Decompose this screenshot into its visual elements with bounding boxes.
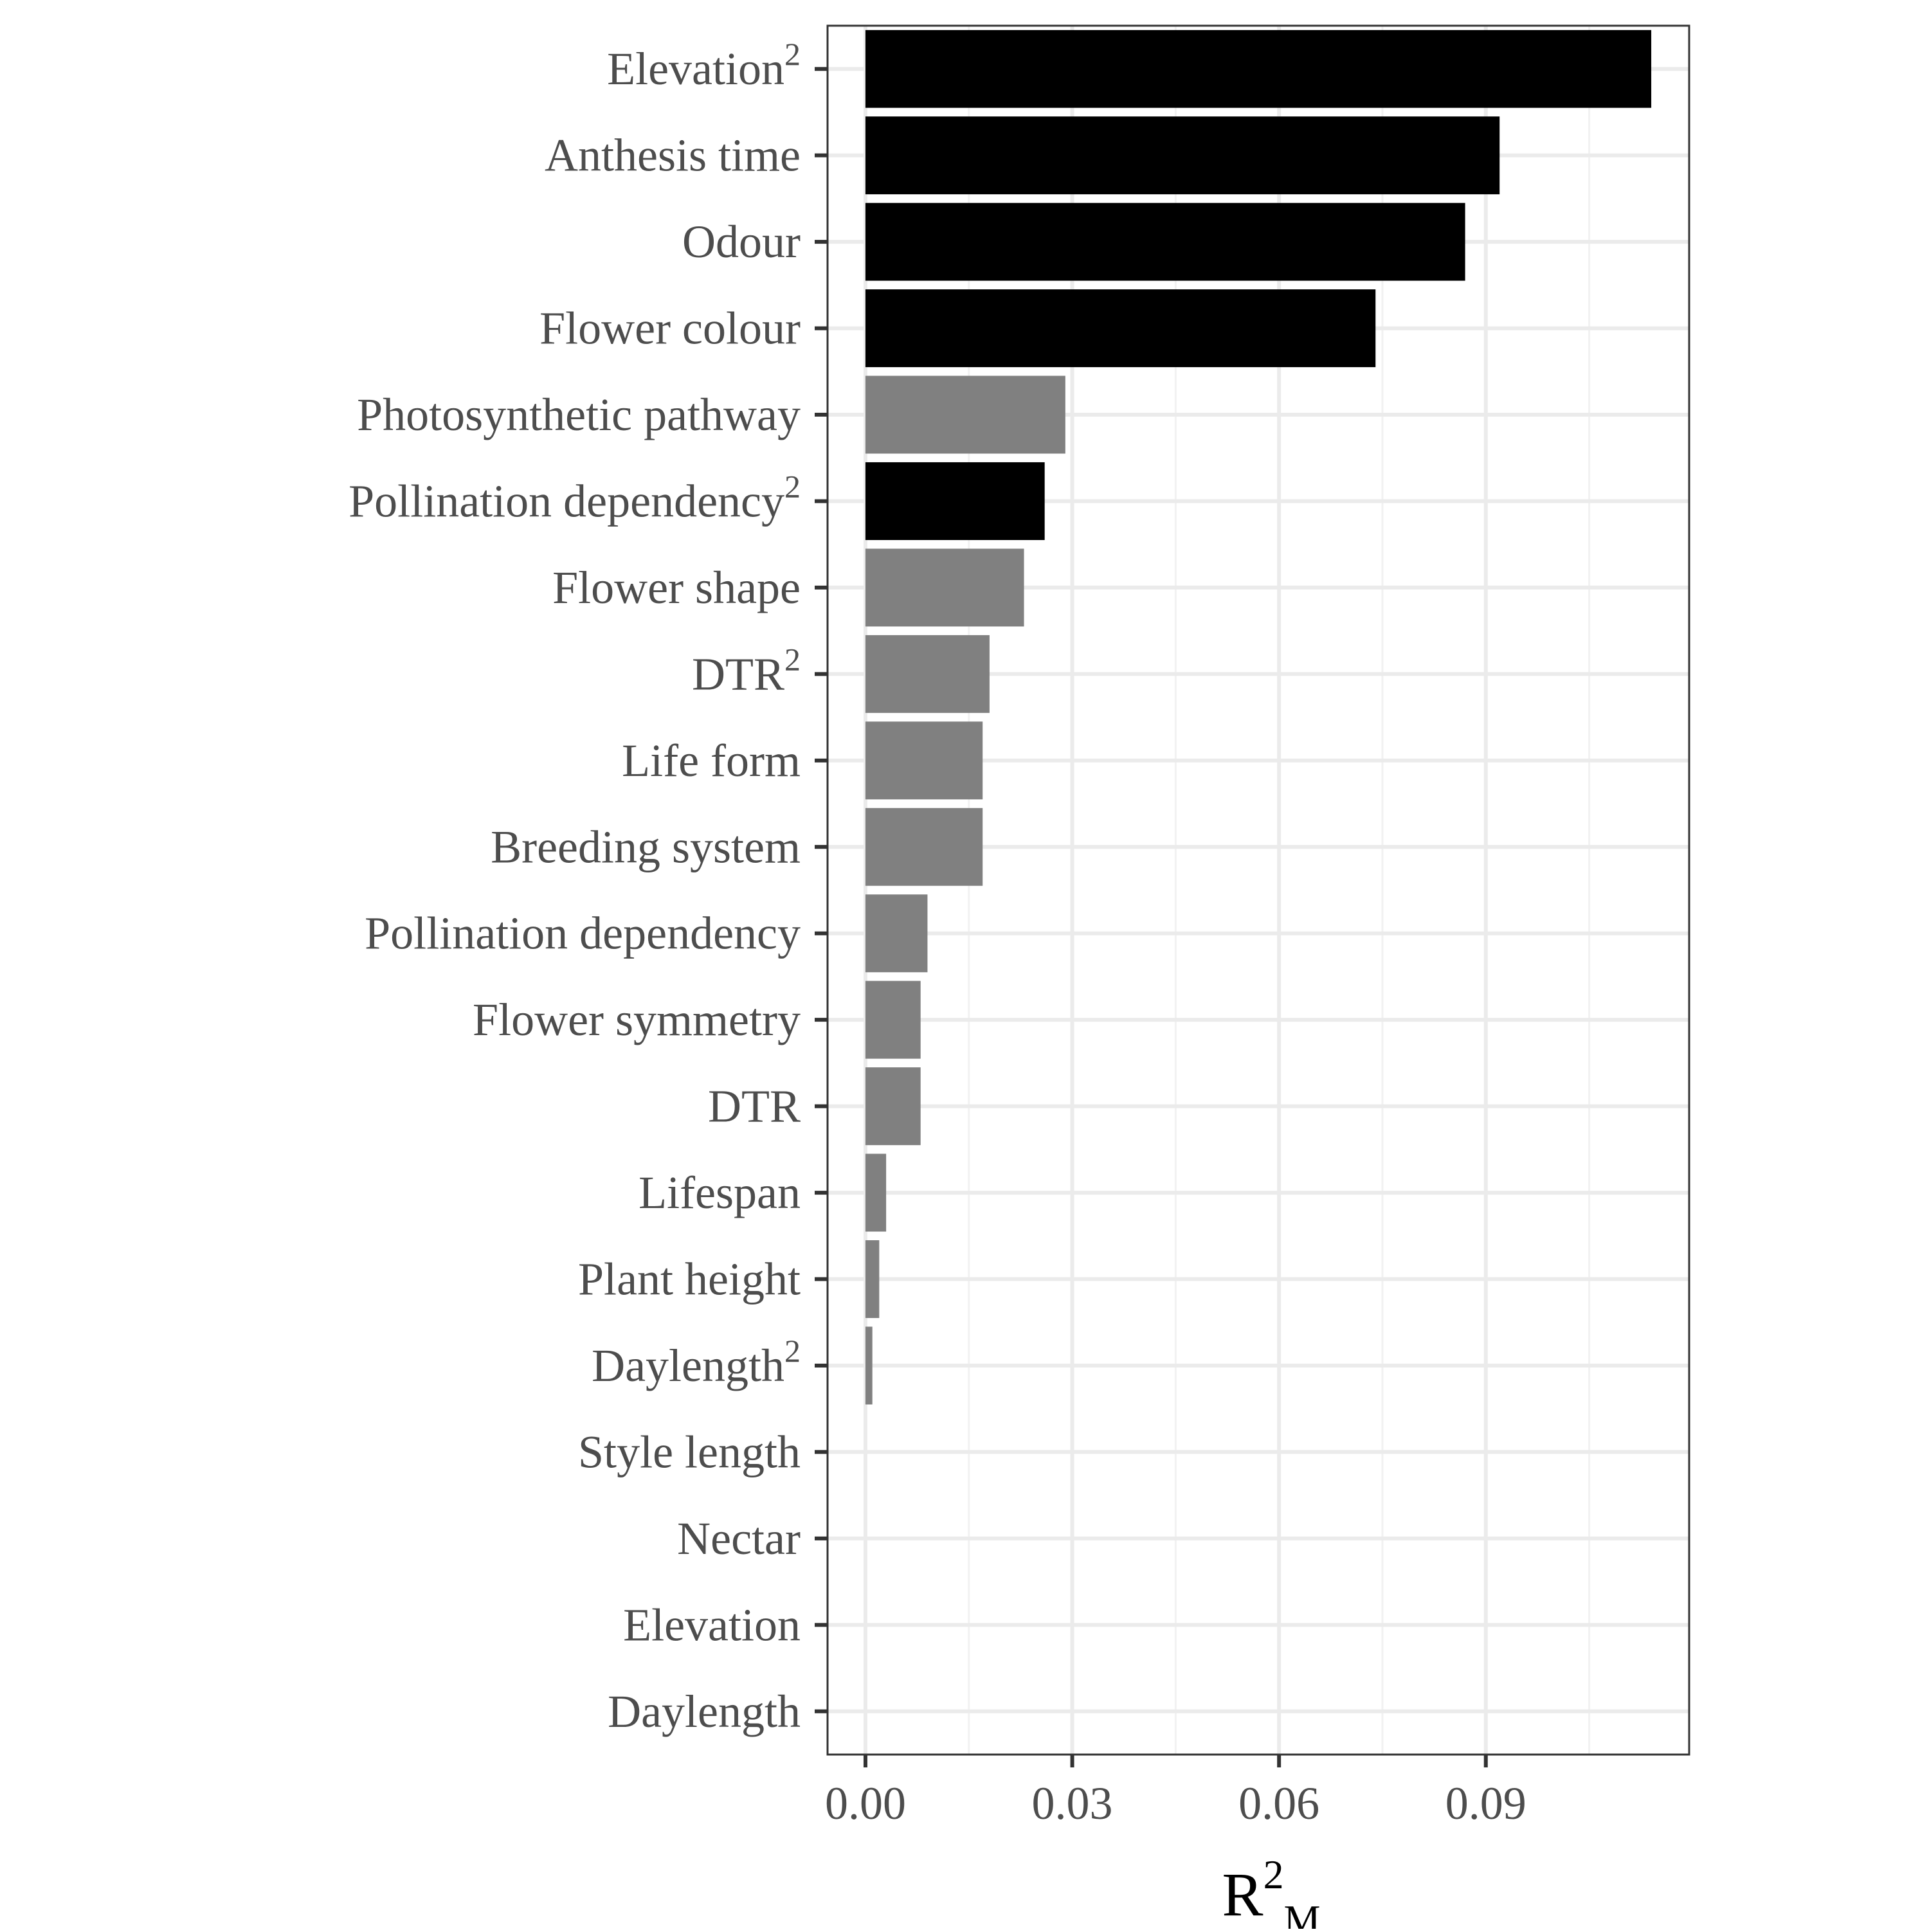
bar xyxy=(865,808,983,886)
bar xyxy=(865,203,1465,281)
category-label: DTR2 xyxy=(692,641,801,700)
panel-border xyxy=(826,24,1690,1756)
category-label: DTR xyxy=(708,1081,801,1132)
x-tick-label: 0.06 xyxy=(1238,1778,1319,1829)
bar xyxy=(865,635,990,713)
plot-panel xyxy=(828,26,1689,1755)
bar xyxy=(865,1240,880,1319)
category-label: Plant height xyxy=(578,1254,801,1305)
category-label: Elevation2 xyxy=(607,36,801,95)
bar xyxy=(865,30,1652,108)
category-label: Pollination dependency2 xyxy=(349,468,801,527)
category-label: Nectar xyxy=(677,1513,801,1564)
category-label: Elevation xyxy=(623,1599,801,1650)
x-tick-label: 0.09 xyxy=(1445,1778,1526,1829)
bar xyxy=(865,375,1065,454)
category-label: Style length xyxy=(578,1426,801,1477)
bar xyxy=(865,980,921,1059)
bar xyxy=(865,894,928,973)
x-tick-label: 0.00 xyxy=(825,1778,906,1829)
category-label: Flower shape xyxy=(552,562,801,613)
category-label: Breeding system xyxy=(491,821,801,872)
category-label: Odour xyxy=(682,216,801,267)
bar xyxy=(865,462,1045,540)
bar xyxy=(865,1326,873,1405)
bar xyxy=(865,1153,887,1232)
bar xyxy=(865,1067,921,1146)
category-label: Lifespan xyxy=(638,1167,801,1218)
x-axis-title: R2M xyxy=(1222,1852,1321,1929)
category-label: Daylength2 xyxy=(592,1333,801,1391)
bar xyxy=(865,548,1024,627)
category-label: Flower symmetry xyxy=(473,994,801,1045)
category-label: Photosynthetic pathway xyxy=(357,389,801,440)
category-label: Pollination dependency xyxy=(365,908,801,959)
bar xyxy=(865,289,1376,368)
category-label: Flower colour xyxy=(539,303,801,354)
category-label: Daylength xyxy=(608,1686,801,1737)
category-label: Anthesis time xyxy=(545,130,801,181)
category-label: Life form xyxy=(622,735,801,786)
bar xyxy=(865,721,983,800)
bar xyxy=(865,116,1500,195)
x-tick-label: 0.03 xyxy=(1032,1778,1113,1829)
